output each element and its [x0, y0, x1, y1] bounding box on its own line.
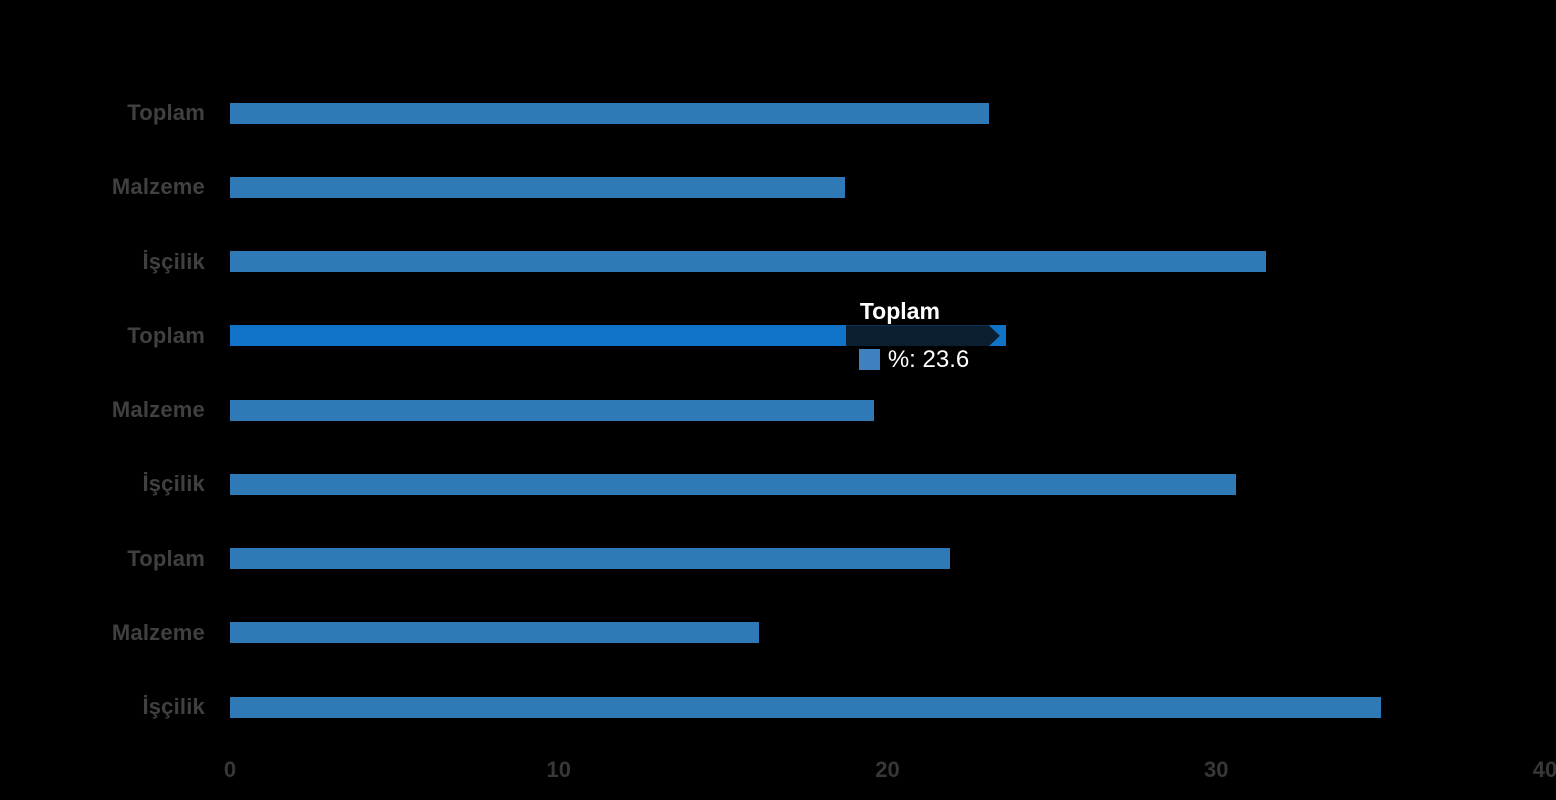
- x-tick-label: 30: [1204, 757, 1229, 782]
- bar[interactable]: [230, 622, 760, 644]
- bar[interactable]: [230, 176, 845, 198]
- x-tick-label: 0: [223, 757, 237, 782]
- bar[interactable]: [230, 251, 1266, 272]
- bar[interactable]: [230, 473, 1236, 495]
- category-label: Toplam: [127, 322, 205, 348]
- series-swatch-icon: [858, 349, 880, 371]
- category-label: İşçilik: [142, 694, 205, 719]
- category-label: Toplam: [127, 545, 205, 571]
- bar[interactable]: [230, 399, 875, 421]
- category-label: Toplam: [127, 100, 205, 125]
- bar[interactable]: [230, 325, 1006, 347]
- x-tick-label: 20: [875, 757, 900, 782]
- tooltip-value: %: 23.6: [887, 346, 970, 374]
- tooltip-value-row: %: 23.6: [858, 346, 970, 374]
- bar[interactable]: [230, 548, 950, 569]
- x-tick-label: 40: [1532, 757, 1556, 782]
- bar[interactable]: [230, 102, 990, 124]
- category-label: Malzeme: [111, 174, 205, 200]
- x-tick-label: 10: [546, 757, 571, 782]
- category-label: İşçilik: [142, 471, 205, 497]
- tooltip-title: Toplam: [859, 298, 940, 325]
- category-label: Malzeme: [111, 619, 205, 645]
- category-label: İşçilik: [142, 248, 205, 274]
- bar[interactable]: [230, 696, 1381, 718]
- category-label: Malzeme: [111, 397, 205, 422]
